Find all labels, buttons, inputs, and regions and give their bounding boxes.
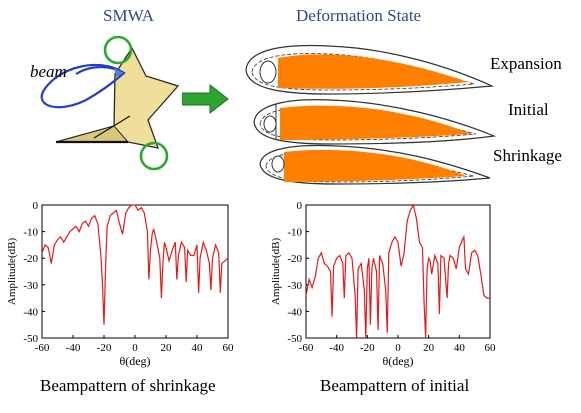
x-tick-label: 40 [454, 342, 466, 354]
caption-shrinkage: Beampattern of shrinkage [40, 376, 216, 395]
airfoil-shrinkage [259, 144, 491, 185]
tip-circle-top [103, 35, 133, 65]
beam-arrowhead [114, 68, 124, 77]
y-tick-label: -40 [287, 306, 302, 318]
x-tick-label: 60 [223, 342, 235, 354]
airfoil-initial [253, 99, 497, 145]
beampattern-shrinkage-chart: -60 -40 -20 0 20 40 60 0 -10 -20 -30 -40 -50 θ(deg) Am… [6, 200, 235, 368]
airfoil-expansion [245, 44, 495, 95]
series-line [305, 203, 490, 339]
x-tick-label: 20 [423, 342, 435, 354]
x-tick-label: -20 [97, 342, 112, 354]
x-axis-label: θ(deg) [119, 354, 150, 368]
state-shrinkage: Shrinkage [493, 146, 562, 165]
x-tick-label: -60 [299, 342, 314, 354]
x-tick-label: 60 [485, 342, 497, 354]
state-expansion: Expansion [490, 54, 562, 73]
y-axis-label: Amplitude(dB) [6, 238, 18, 306]
y-tick-label: -30 [23, 280, 38, 292]
y-tick-label: -50 [23, 333, 38, 345]
x-tick-label: -40 [66, 342, 81, 354]
beam-label: beam [30, 62, 67, 81]
y-tick-label: -20 [23, 253, 38, 265]
y-tick-label: 0 [33, 200, 39, 212]
y-tick-label: -30 [287, 280, 302, 292]
state-initial: Initial [508, 100, 549, 119]
y-tick-label: -40 [23, 306, 38, 318]
y-tick-label: 0 [297, 200, 303, 212]
y-axis-label: Amplitude(dB) [270, 238, 282, 306]
wing-fold-line [93, 115, 131, 139]
x-tick-label: 0 [395, 342, 401, 354]
x-tick-label: 20 [161, 342, 173, 354]
tip-circle-bottom [139, 141, 169, 171]
y-tick-label: -10 [287, 227, 302, 239]
series-line [41, 204, 229, 325]
y-tick-label: -10 [23, 227, 38, 239]
x-tick-label: -40 [329, 342, 344, 354]
y-tick-label: -50 [287, 333, 302, 345]
beam-lobe [40, 63, 126, 109]
x-tick-label: -20 [360, 342, 375, 354]
x-tick-label: 0 [132, 342, 138, 354]
smwa-heading: SMWA [103, 6, 155, 25]
transition-arrow [182, 84, 229, 114]
x-axis-label: θ(deg) [382, 354, 413, 368]
x-tick-label: 40 [192, 342, 204, 354]
beampattern-initial-chart: -60 -40 -20 0 20 40 60 0 -10 -20 -30 -40 -50 θ(deg) Am… [270, 200, 497, 368]
deformation-heading: Deformation State [296, 6, 422, 25]
caption-initial: Beampattern of initial [320, 376, 470, 395]
x-tick-label: -60 [35, 342, 50, 354]
smwa-wing-diagram [40, 35, 180, 171]
y-tick-label: -20 [287, 253, 302, 265]
